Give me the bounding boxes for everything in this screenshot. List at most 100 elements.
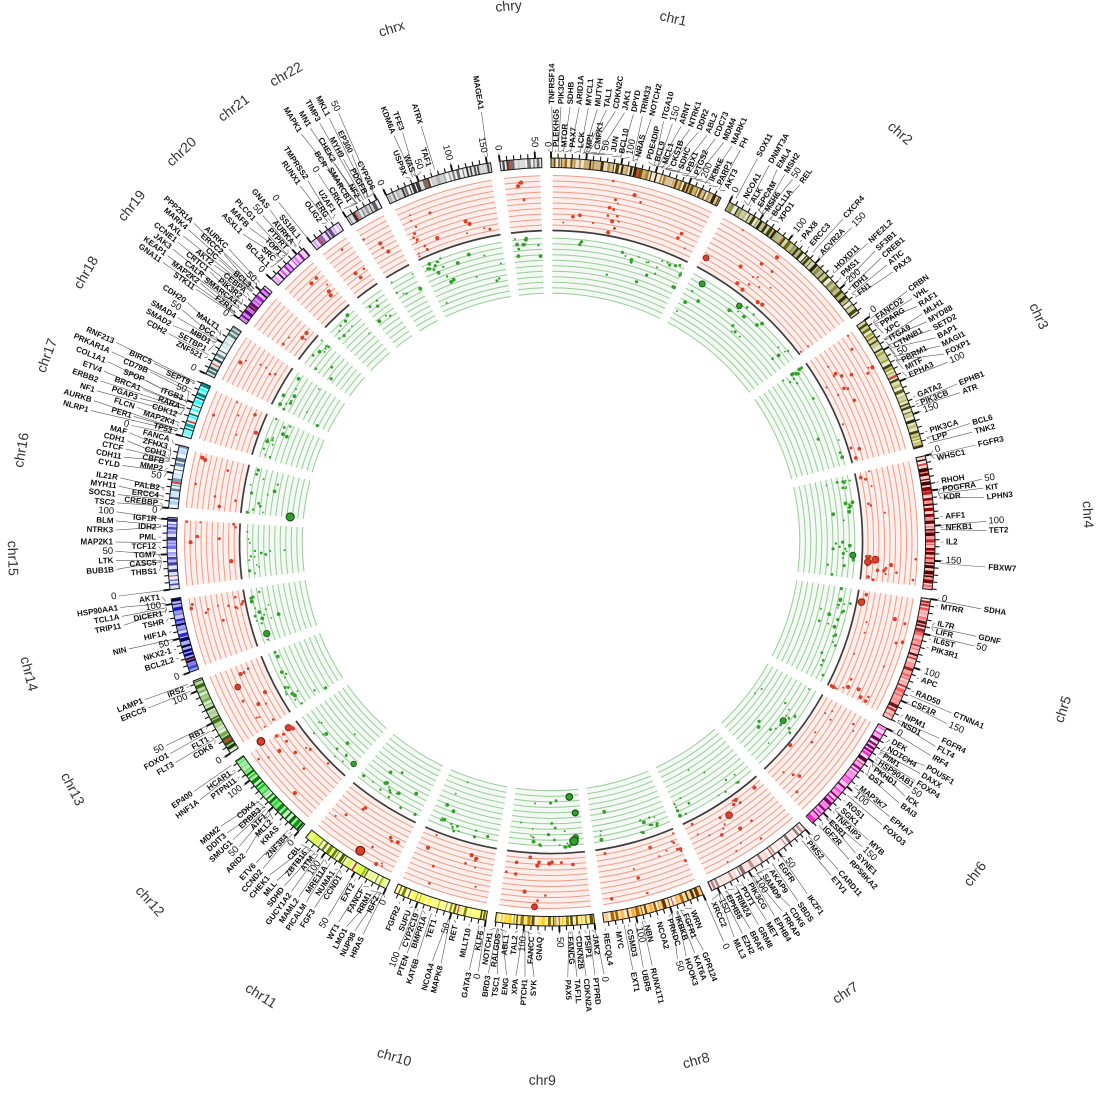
svg-text:0: 0: [868, 304, 879, 316]
svg-text:THBS1: THBS1: [131, 566, 158, 577]
svg-text:KLF6: KLF6: [473, 929, 485, 951]
svg-text:0: 0: [895, 727, 905, 739]
svg-text:PML: PML: [139, 532, 156, 541]
svg-text:MTRR: MTRR: [940, 602, 964, 615]
svg-text:SOCS1: SOCS1: [88, 487, 116, 499]
svg-text:50: 50: [554, 937, 565, 948]
svg-text:chrx: chrx: [376, 17, 406, 40]
svg-text:100: 100: [923, 666, 942, 682]
svg-text:EXT1: EXT1: [629, 971, 642, 993]
svg-text:MUTYH: MUTYH: [593, 78, 605, 107]
svg-text:150: 150: [476, 136, 490, 154]
svg-text:50: 50: [439, 922, 452, 935]
svg-text:0: 0: [941, 593, 948, 605]
svg-text:PSIP1: PSIP1: [582, 935, 593, 959]
svg-text:IL21R: IL21R: [96, 470, 119, 482]
svg-text:MMP2: MMP2: [139, 460, 164, 473]
svg-text:0: 0: [110, 591, 117, 603]
svg-text:0: 0: [214, 755, 224, 767]
svg-text:50: 50: [157, 638, 170, 651]
svg-text:50: 50: [152, 742, 166, 757]
svg-text:FH: FH: [737, 136, 750, 150]
svg-text:TNFRSF14: TNFRSF14: [547, 63, 556, 104]
svg-text:MYCL1: MYCL1: [584, 78, 595, 106]
svg-text:0: 0: [374, 178, 386, 188]
svg-text:50: 50: [168, 298, 183, 313]
svg-text:100: 100: [440, 144, 455, 162]
svg-text:CYLD: CYLD: [98, 457, 121, 470]
svg-text:ENG: ENG: [500, 977, 511, 995]
svg-text:0: 0: [220, 307, 231, 319]
svg-text:TAL2: TAL2: [509, 934, 520, 955]
svg-text:100: 100: [98, 505, 115, 517]
svg-text:LTK: LTK: [98, 556, 114, 566]
svg-text:LCK: LCK: [576, 131, 586, 148]
svg-text:NFKB1: NFKB1: [946, 522, 974, 532]
svg-text:50: 50: [150, 469, 162, 482]
svg-text:0: 0: [152, 504, 158, 515]
svg-text:0: 0: [492, 145, 504, 152]
svg-text:FBXW7: FBXW7: [988, 563, 1017, 574]
svg-text:50: 50: [600, 140, 612, 152]
svg-text:100: 100: [624, 138, 638, 156]
svg-text:IL7R: IL7R: [937, 619, 956, 631]
svg-text:KIT: KIT: [985, 482, 999, 493]
svg-text:0: 0: [256, 264, 267, 276]
svg-text:chr4: chr4: [1080, 501, 1097, 529]
svg-text:ERCC4: ERCC4: [131, 488, 160, 500]
svg-text:100: 100: [517, 936, 529, 953]
svg-text:50: 50: [529, 137, 540, 148]
svg-text:100: 100: [145, 600, 162, 613]
svg-text:0: 0: [730, 185, 742, 195]
svg-text:PAX5: PAX5: [563, 980, 573, 1001]
svg-text:PTCH1: PTCH1: [519, 978, 530, 1005]
svg-text:100: 100: [633, 926, 647, 944]
svg-text:0: 0: [599, 976, 611, 983]
svg-text:SDHA: SDHA: [983, 605, 1007, 617]
svg-text:MPL: MPL: [584, 131, 595, 149]
svg-text:JAK2: JAK2: [591, 934, 602, 956]
svg-text:TCF12: TCF12: [132, 542, 157, 551]
svg-text:chr8: chr8: [681, 1049, 712, 1072]
svg-text:TSC1: TSC1: [490, 976, 502, 998]
svg-text:KDR: KDR: [943, 491, 961, 502]
svg-text:TAL1: TAL1: [602, 87, 613, 108]
svg-text:50: 50: [673, 960, 687, 973]
svg-text:IL2: IL2: [946, 538, 958, 547]
svg-text:CBFB: CBFB: [142, 452, 166, 465]
svg-text:0: 0: [720, 942, 732, 951]
svg-text:PALB2: PALB2: [134, 480, 161, 493]
svg-text:chr1: chr1: [658, 7, 688, 29]
svg-text:50: 50: [412, 157, 426, 171]
svg-text:ARID1A: ARID1A: [575, 75, 586, 106]
svg-text:MAP2K1: MAP2K1: [81, 538, 114, 547]
svg-text:50: 50: [975, 641, 988, 654]
svg-text:AFF1: AFF1: [945, 510, 966, 520]
svg-text:chry: chry: [495, 0, 523, 15]
svg-text:50: 50: [909, 785, 924, 800]
svg-text:TET2: TET2: [989, 525, 1009, 535]
svg-text:50: 50: [317, 916, 332, 931]
svg-text:IDH2: IDH2: [138, 522, 157, 532]
svg-text:DPYD: DPYD: [629, 89, 642, 113]
svg-text:TSC2: TSC2: [94, 496, 116, 507]
svg-text:TAF1L: TAF1L: [573, 979, 583, 1004]
svg-text:0: 0: [122, 418, 130, 430]
svg-text:IGF1R: IGF1R: [133, 513, 157, 523]
svg-text:PLEKHG5: PLEKHG5: [551, 109, 560, 147]
svg-text:NBN: NBN: [642, 924, 655, 943]
svg-text:chr9: chr9: [529, 1072, 557, 1088]
svg-text:50: 50: [789, 166, 804, 181]
svg-text:TCL1A: TCL1A: [93, 612, 120, 625]
svg-text:50: 50: [102, 546, 113, 557]
svg-text:LPHN3: LPHN3: [986, 490, 1014, 502]
svg-text:0: 0: [542, 142, 553, 147]
svg-text:BRD3: BRD3: [480, 974, 492, 997]
svg-text:50: 50: [984, 472, 996, 484]
svg-text:CASC5: CASC5: [129, 558, 157, 568]
svg-text:SYK: SYK: [529, 979, 539, 996]
svg-text:0: 0: [472, 973, 484, 980]
svg-text:SDHB: SDHB: [566, 81, 576, 104]
svg-text:TGM7: TGM7: [134, 550, 157, 560]
svg-text:BUB1B: BUB1B: [86, 565, 114, 576]
